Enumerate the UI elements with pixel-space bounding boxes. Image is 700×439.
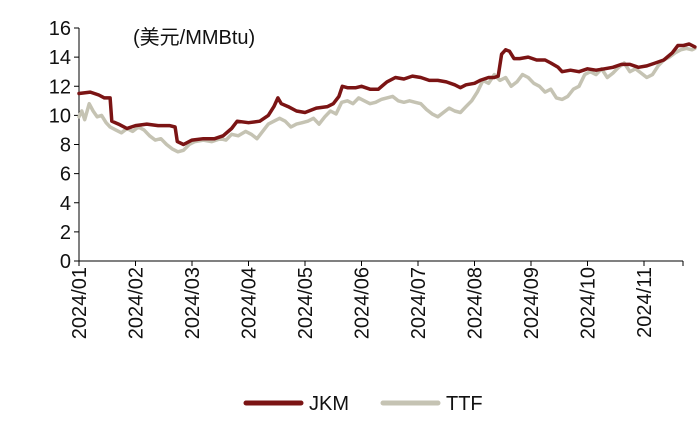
x-tick-label: 2024/10 [578, 267, 600, 339]
legend: JKM TTF [243, 393, 483, 415]
x-tick-label: 2024/05 [295, 267, 317, 339]
x-axis: 2024/01 2024/02 2024/03 2024/04 2024/05 2024/… [69, 260, 684, 339]
x-tick-label: 2024/04 [239, 267, 261, 339]
unit-label: (美元/MMBtu) [133, 26, 255, 49]
y-tick-label: 0 [60, 251, 71, 273]
y-tick-label: 14 [49, 47, 71, 69]
x-tick-label: 2024/07 [408, 267, 430, 339]
y-tick-label: 10 [49, 105, 71, 127]
x-tick-label: 2024/06 [352, 267, 374, 339]
series-line-ttf [77, 46, 697, 154]
y-tick-label: 2 [60, 222, 71, 244]
x-tick-label: 2024/01 [69, 267, 91, 339]
series-layer [77, 42, 697, 154]
legend-label-jkm: JKM [309, 393, 349, 415]
x-tick-label: 2024/03 [182, 267, 204, 339]
legend-label-ttf: TTF [446, 393, 483, 415]
x-tick-label: 2024/02 [126, 267, 148, 339]
y-tick-label: 8 [60, 135, 71, 157]
y-tick-label: 16 [49, 18, 71, 40]
y-axis: 0 2 4 6 8 10 12 14 16 [49, 18, 80, 273]
x-tick-label: 2024/09 [521, 267, 543, 339]
x-tick-label: 2024/11 [634, 267, 656, 338]
series-line-jkm [77, 42, 697, 147]
y-tick-label: 12 [49, 76, 71, 98]
y-tick-label: 6 [60, 164, 71, 186]
y-tick-label: 4 [60, 193, 71, 215]
x-tick-label: 2024/08 [465, 267, 487, 339]
